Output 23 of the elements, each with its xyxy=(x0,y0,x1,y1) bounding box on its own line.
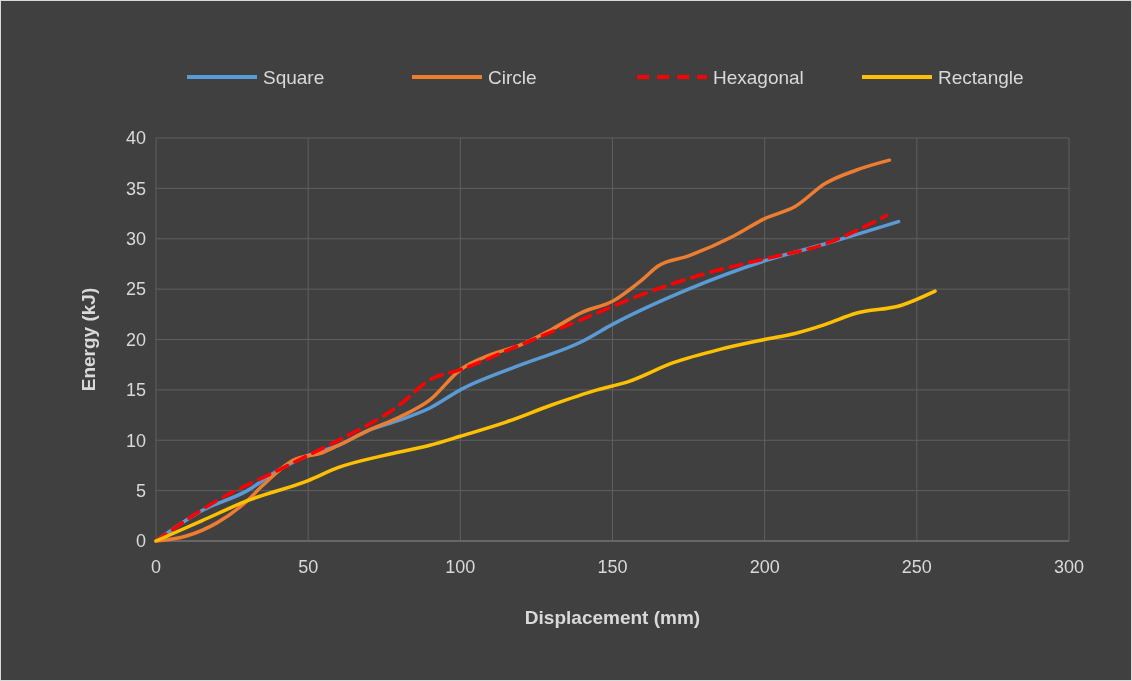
y-tick-label: 25 xyxy=(125,279,146,300)
y-tick-label: 40 xyxy=(125,128,146,149)
legend-label: Square xyxy=(263,66,325,88)
x-tick-label: 50 xyxy=(298,557,319,577)
line-series xyxy=(154,289,937,543)
x-tick-label: 150 xyxy=(597,557,628,577)
x-tick-label: 250 xyxy=(901,557,932,577)
legend-label: Circle xyxy=(488,66,537,88)
x-tick-label: 200 xyxy=(749,557,780,577)
y-tick-label: 35 xyxy=(125,178,146,199)
x-tick-label: 300 xyxy=(1053,557,1085,577)
y-tick-label: 0 xyxy=(135,531,146,552)
y-tick-label: 10 xyxy=(125,430,146,451)
legend-label: Rectangle xyxy=(938,66,1024,88)
y-axis-title: Energy (kJ) xyxy=(78,287,99,392)
x-axis-title: Displacement (mm) xyxy=(524,607,701,628)
y-tick-label: 20 xyxy=(125,329,146,350)
y-tick-label: 5 xyxy=(135,480,146,501)
legend-label: Hexagonal xyxy=(713,66,804,88)
y-tick-label: 30 xyxy=(125,229,146,250)
x-tick-label: 0 xyxy=(150,557,162,577)
y-tick-label: 15 xyxy=(125,380,146,401)
x-tick-label: 100 xyxy=(445,557,476,577)
